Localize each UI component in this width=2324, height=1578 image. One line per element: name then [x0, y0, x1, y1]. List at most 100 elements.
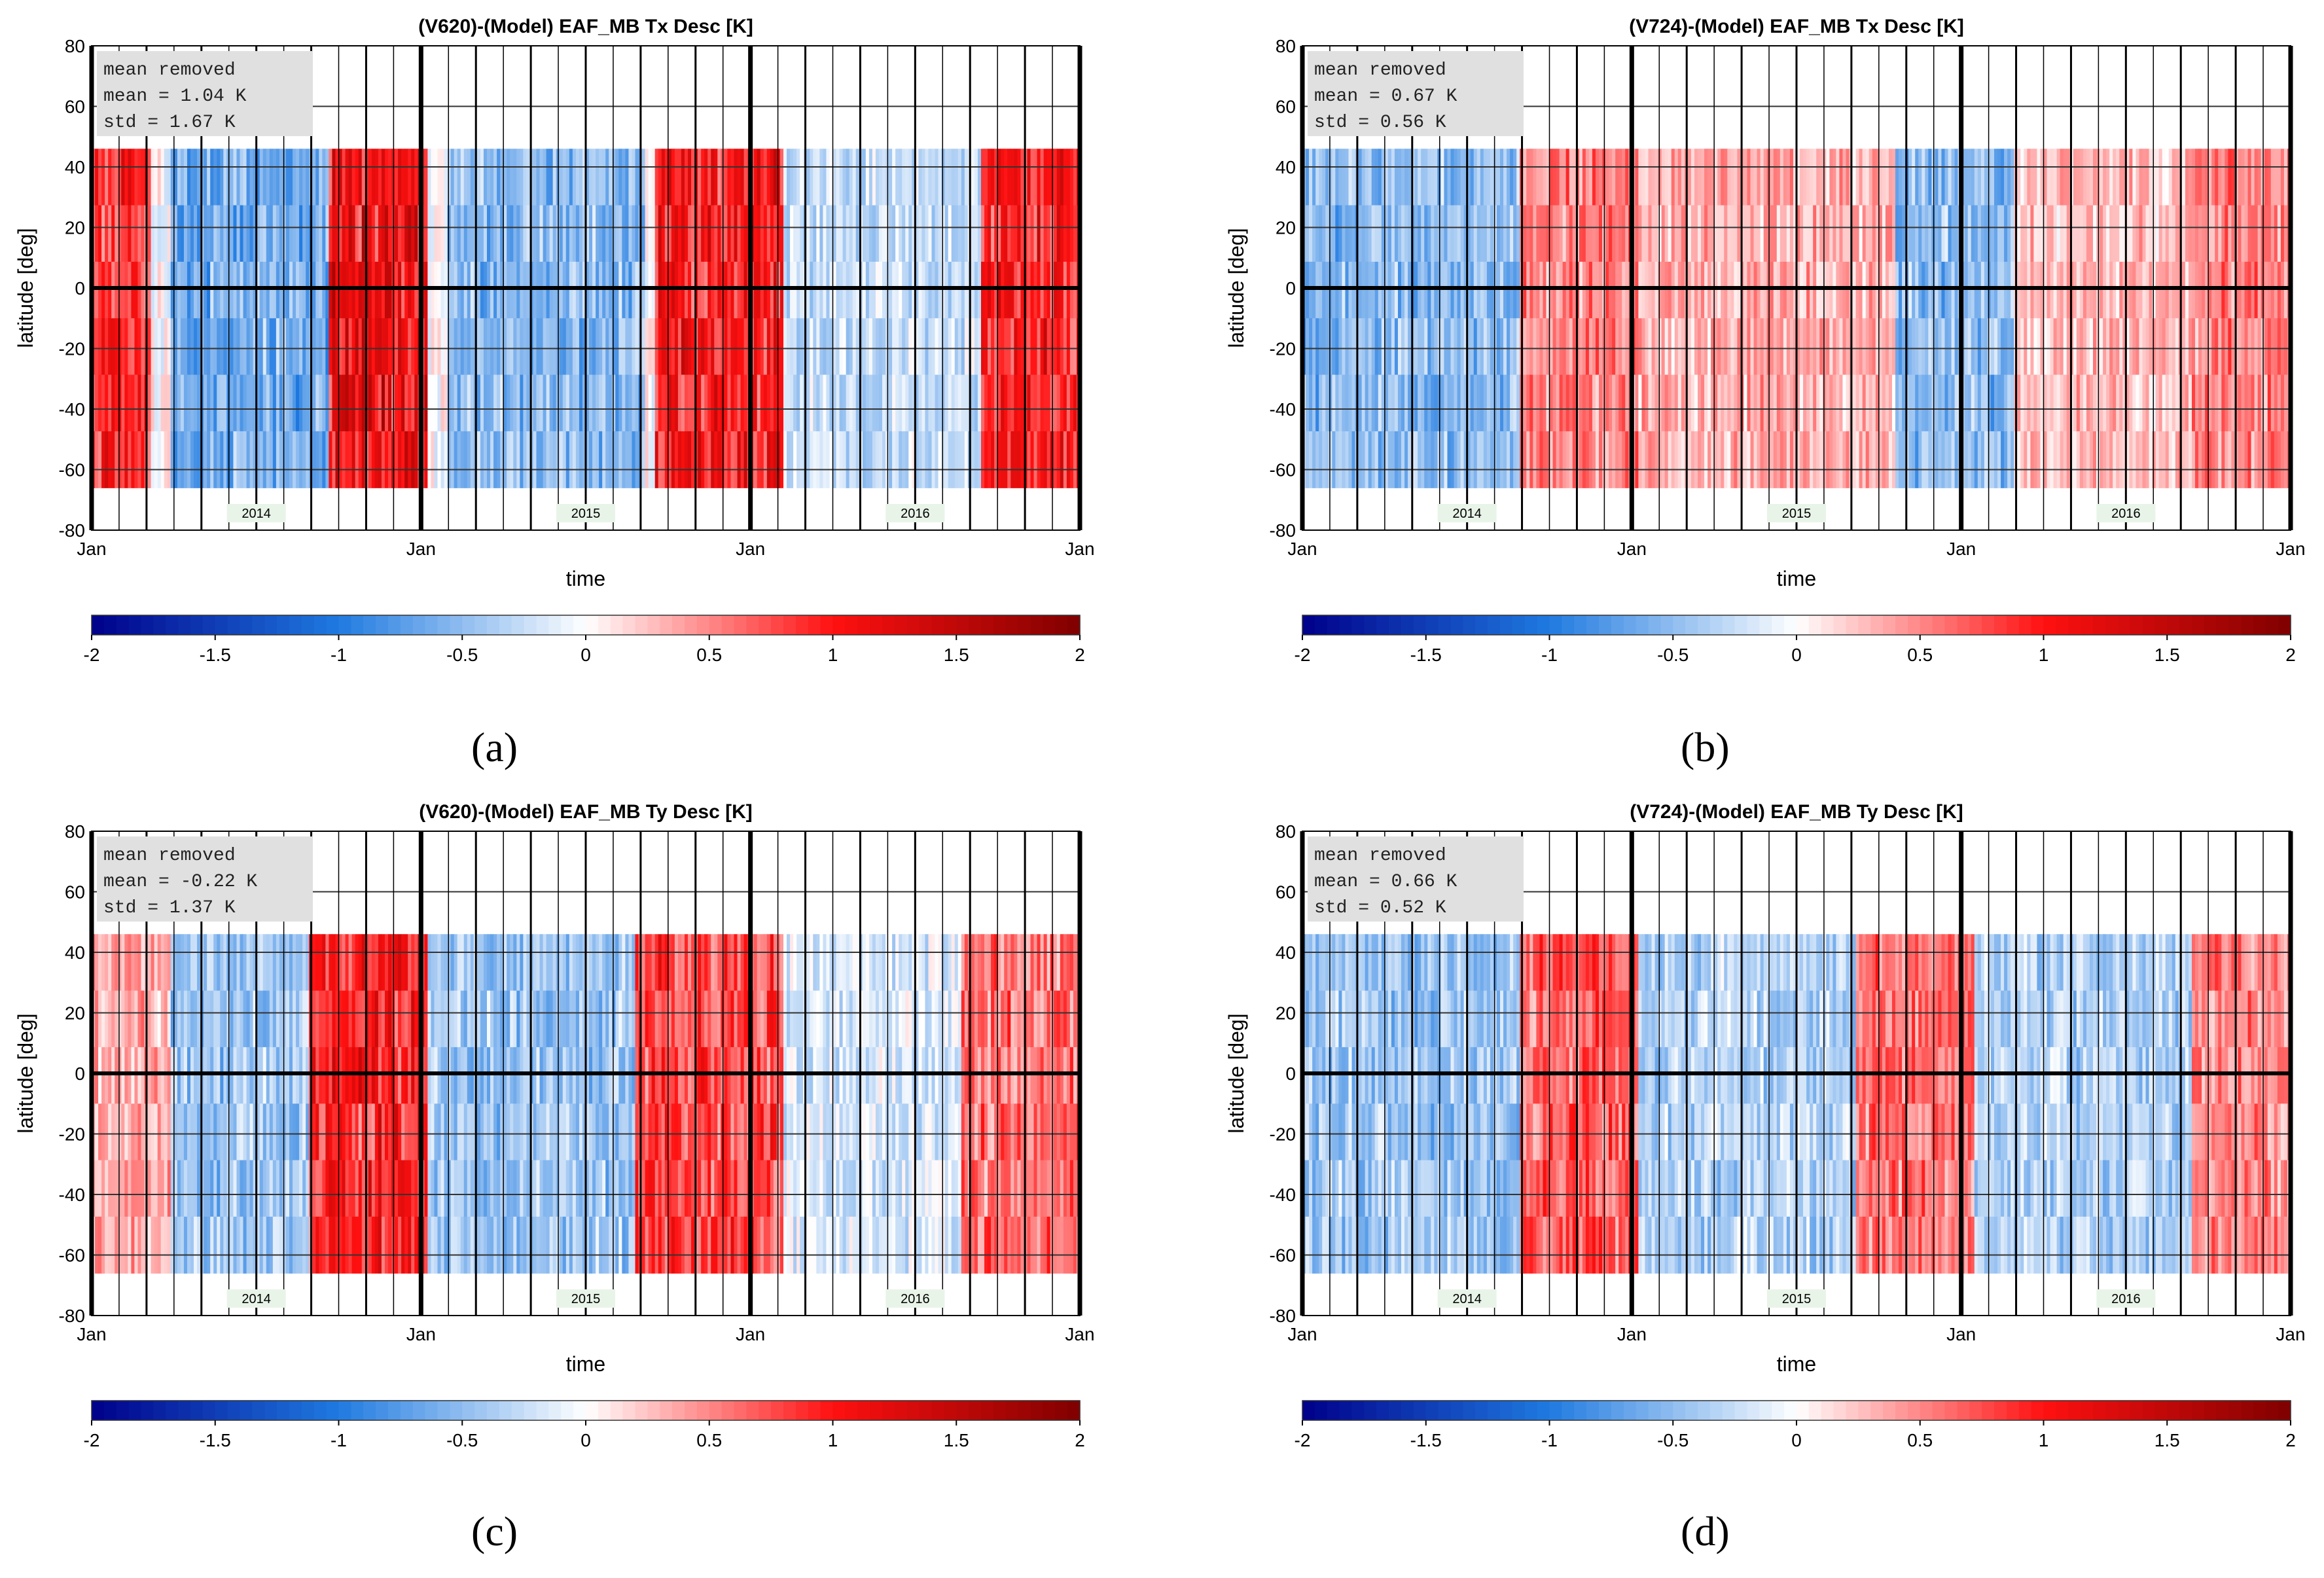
heat-cell [1707, 261, 1711, 319]
heat-cell [487, 990, 491, 1048]
heat-cell [1779, 318, 1784, 376]
heat-cell [1394, 374, 1399, 432]
heat-cell [1846, 205, 1850, 262]
heat-cell [1730, 318, 1734, 376]
heat-cell [487, 149, 491, 206]
heat-cell [2181, 149, 2186, 206]
heat-cell [1394, 205, 1399, 262]
heat-cell [2066, 318, 2071, 376]
heat-cell [964, 149, 969, 206]
heat-cell [925, 261, 929, 319]
heat-cell [2089, 205, 2094, 262]
heat-cell [460, 261, 465, 319]
heat-cell [240, 431, 244, 488]
heat-cell [704, 205, 708, 262]
heat-cell [447, 149, 452, 206]
year-label-box [2096, 504, 2156, 522]
heat-cell [111, 318, 115, 376]
heat-cell [2145, 431, 2150, 488]
heat-cell [312, 261, 316, 319]
heat-cell [118, 261, 122, 319]
heat-cell [1776, 374, 1781, 432]
heat-cell [2280, 205, 2285, 262]
heat-cell [770, 261, 774, 319]
heat-cell [447, 374, 452, 432]
heat-cell [1378, 261, 1382, 319]
heat-cell [1717, 431, 1721, 488]
heat-cell [635, 318, 639, 376]
heat-cell [1387, 431, 1392, 488]
heat-cell [948, 374, 952, 432]
heat-cell [272, 261, 277, 319]
heat-cell [2040, 431, 2045, 488]
heat-cell [1384, 318, 1389, 376]
colorbar-bin [116, 615, 130, 635]
heat-cell [552, 205, 557, 262]
heat-cell [447, 1047, 452, 1104]
heat-cell [1387, 374, 1392, 432]
heat-cell [974, 318, 978, 376]
heat-cell [1810, 374, 1814, 432]
heat-cell [836, 261, 840, 319]
heat-cell [408, 261, 412, 319]
heat-cell [1977, 149, 1982, 206]
heat-cell [552, 431, 557, 488]
heat-cell [315, 1103, 319, 1161]
heat-cell [329, 1103, 333, 1161]
heat-cell [1374, 205, 1379, 262]
heat-cell [810, 374, 813, 432]
heat-cell [1447, 431, 1452, 488]
heat-cell [1444, 431, 1448, 488]
heat-cell [101, 205, 105, 262]
heat-cell [2247, 261, 2252, 319]
heat-cell [262, 318, 267, 376]
heat-cell [404, 431, 408, 488]
heat-cell [154, 1103, 158, 1161]
heat-cell [335, 431, 340, 488]
heat-cell [381, 431, 385, 488]
heat-cell [1073, 149, 1077, 206]
heat-cell [1063, 318, 1067, 376]
heat-cell [552, 318, 557, 376]
heat-cell [463, 261, 468, 319]
heat-cell [378, 934, 382, 992]
heat-cell [269, 205, 274, 262]
heat-cell [167, 1160, 171, 1217]
heat-cell [262, 934, 267, 992]
heat-cell [2063, 318, 2067, 376]
heat-cell [157, 149, 162, 206]
heat-cell [2149, 149, 2153, 206]
heat-cell [207, 1103, 211, 1161]
colorbar-bin [944, 615, 957, 635]
heat-cell [773, 205, 778, 262]
heat-cell [1404, 374, 1408, 432]
year-label: 2016 [2111, 507, 2141, 521]
x-axis-label: time [1777, 567, 1816, 590]
heat-cell [868, 431, 873, 488]
heat-cell [1819, 205, 1823, 262]
heat-cell [899, 205, 903, 262]
heat-cell [411, 374, 415, 432]
heat-cell [520, 261, 524, 319]
heat-cell [371, 374, 376, 432]
heat-cell [977, 261, 982, 319]
heat-cell [483, 374, 488, 432]
heat-cell [276, 374, 280, 432]
heat-cell [279, 934, 283, 992]
heat-cell [335, 934, 340, 992]
colorbar-bin [2130, 615, 2143, 635]
heat-cell [1043, 205, 1048, 262]
heat-cell [964, 431, 969, 488]
heat-cell [1618, 149, 1622, 206]
heat-cell [329, 934, 333, 992]
heat-cell [1374, 431, 1379, 488]
heat-cell [562, 149, 567, 206]
heat-cell [2011, 261, 2014, 319]
heat-cell [1043, 431, 1048, 488]
heat-cell [546, 1103, 550, 1161]
heat-cell [131, 934, 135, 992]
heat-cell [266, 1103, 270, 1161]
heat-cell [2103, 149, 2107, 206]
heat-cell [338, 431, 343, 488]
heat-cell [335, 205, 340, 262]
